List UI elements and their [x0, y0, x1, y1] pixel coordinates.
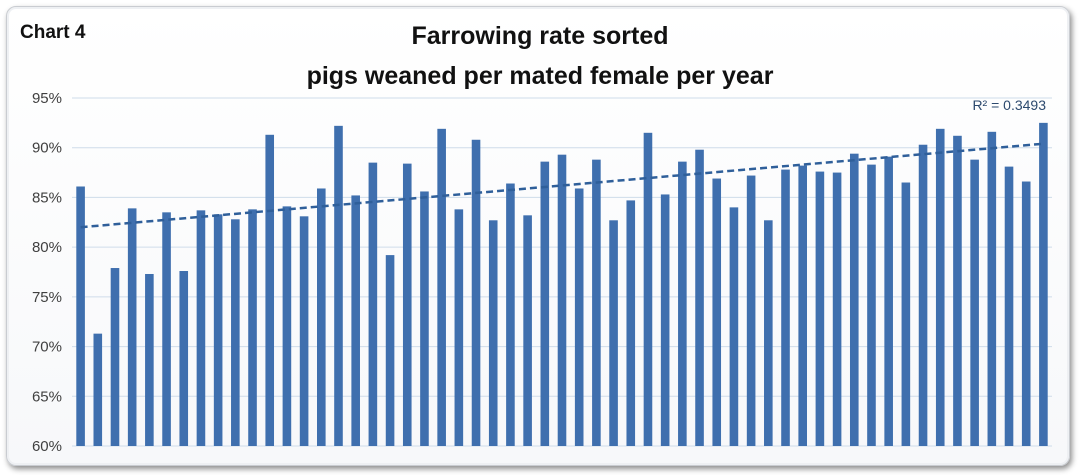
y-tick-label: 95%: [32, 90, 62, 107]
bar: [385, 255, 395, 446]
bar: [970, 159, 979, 446]
bar: [609, 220, 618, 446]
bar: [282, 206, 292, 446]
bar: [162, 212, 171, 446]
bar: [746, 175, 756, 446]
bar: [832, 172, 842, 447]
bar: [145, 273, 154, 446]
bar: [849, 153, 859, 446]
bar: [557, 154, 567, 446]
bar: [987, 131, 997, 446]
bar: [317, 188, 326, 447]
r-squared-label: R² = 0.3493: [972, 97, 1046, 113]
y-tick-label: 85%: [32, 189, 62, 206]
bar: [867, 164, 876, 447]
bar: [695, 149, 704, 446]
bar: [231, 219, 240, 446]
bar: [729, 207, 739, 446]
bar: [76, 186, 85, 446]
bar: [420, 191, 429, 446]
bar: [265, 134, 275, 446]
bar: [93, 333, 103, 446]
y-tick-label: 80%: [32, 239, 62, 256]
bar: [678, 161, 687, 447]
bar: [884, 156, 893, 447]
bar: [127, 208, 137, 446]
chart-subtitle: pigs weaned per mated female per year: [306, 62, 774, 90]
bar: [334, 125, 343, 446]
chart-number-label: Chart 4: [20, 22, 86, 43]
bar: [626, 200, 636, 446]
y-tick-label: 65%: [32, 388, 62, 405]
bar: [918, 144, 928, 446]
bar: [540, 161, 550, 447]
trendline: [80, 142, 1044, 229]
bar: [248, 209, 257, 446]
bar: [110, 268, 120, 446]
bar: [815, 171, 825, 446]
bar: [196, 210, 206, 446]
bar: [351, 195, 360, 446]
bar: [643, 132, 653, 447]
bar: [712, 178, 722, 446]
bar: [437, 128, 446, 446]
bar: [506, 183, 515, 446]
bar: [660, 194, 670, 446]
bar: [213, 214, 223, 446]
bar: [1021, 181, 1031, 446]
bar: [592, 159, 601, 446]
bar: [523, 215, 532, 446]
bar: [402, 163, 412, 446]
y-tick-label: 75%: [32, 289, 62, 306]
bar: [471, 139, 481, 446]
bar: [179, 271, 189, 446]
bar: [1039, 122, 1048, 446]
y-tick-label: 70%: [32, 339, 62, 356]
bar: [953, 135, 962, 447]
bar: [299, 216, 309, 446]
bar: [574, 188, 584, 447]
y-tick-label: 90%: [32, 140, 62, 157]
bar: [764, 220, 773, 446]
bar: [454, 209, 464, 446]
bar: [935, 128, 945, 446]
bar: [901, 182, 911, 446]
trendline-group: R² = 0.3493: [80, 97, 1046, 229]
bar: [1004, 166, 1014, 446]
bar: [798, 165, 807, 446]
bar: [368, 162, 378, 446]
y-axis-ticks: 60% 65% 70% 75% 80% 85% 90% 95%: [32, 90, 62, 455]
y-tick-label: 60%: [32, 438, 62, 455]
bar: [781, 169, 790, 447]
chart-title: Farrowing rate sorted: [411, 22, 669, 50]
bar: [488, 220, 498, 446]
bar-series: [76, 122, 1048, 447]
